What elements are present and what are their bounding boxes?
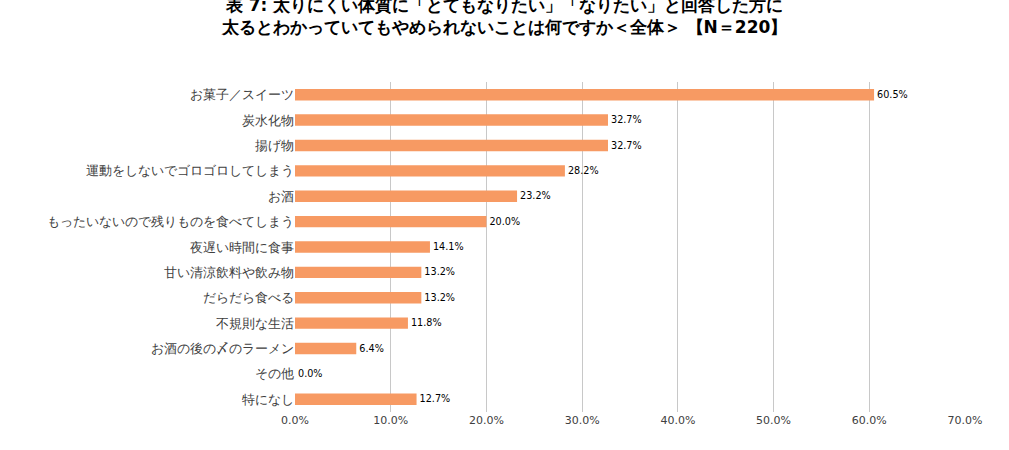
svg-text:60.0%: 60.0%: [852, 414, 887, 427]
svg-text:11.8%: 11.8%: [411, 317, 442, 328]
svg-text:不規則な生活: 不規則な生活: [216, 316, 294, 331]
svg-text:30.0%: 30.0%: [565, 414, 600, 427]
svg-text:14.1%: 14.1%: [433, 241, 464, 252]
svg-text:お酒の後の〆のラーメン: お酒の後の〆のラーメン: [151, 341, 294, 356]
svg-text:運動をしないでゴロゴロしてしまう: 運動をしないでゴロゴロしてしまう: [86, 163, 294, 178]
svg-text:お菓子／スイーツ: お菓子／スイーツ: [190, 87, 294, 102]
svg-text:揚げ物: 揚げ物: [255, 138, 294, 153]
svg-text:32.7%: 32.7%: [611, 140, 642, 151]
svg-text:50.0%: 50.0%: [756, 414, 791, 427]
svg-text:お酒: お酒: [268, 189, 294, 204]
svg-text:70.0%: 70.0%: [948, 414, 983, 427]
svg-text:13.2%: 13.2%: [424, 292, 455, 303]
svg-text:13.2%: 13.2%: [424, 266, 455, 277]
svg-text:表 7: 太りにくい体質に「とてもなりたい」「なりたい」と回: 表 7: 太りにくい体質に「とてもなりたい」「なりたい」と回答した方に太るとわか…: [221, 0, 788, 37]
svg-text:もったいないので残りものを食べてしまう: もったいないので残りものを食べてしまう: [47, 214, 294, 229]
svg-text:60.5%: 60.5%: [877, 89, 908, 100]
svg-text:20.0%: 20.0%: [469, 414, 504, 427]
svg-text:6.4%: 6.4%: [359, 343, 384, 354]
svg-text:10.0%: 10.0%: [373, 414, 408, 427]
svg-text:甘い清涼飲料や飲み物: 甘い清涼飲料や飲み物: [164, 265, 294, 280]
svg-text:0.0%: 0.0%: [298, 368, 323, 379]
svg-text:28.2%: 28.2%: [568, 165, 599, 176]
svg-text:20.0%: 20.0%: [489, 216, 520, 227]
svg-text:32.7%: 32.7%: [611, 114, 642, 125]
svg-text:だらだら食べる: だらだら食べる: [203, 290, 294, 305]
svg-text:炭水化物: 炭水化物: [242, 113, 294, 128]
svg-text:0.0%: 0.0%: [281, 414, 309, 427]
svg-text:40.0%: 40.0%: [660, 414, 695, 427]
svg-text:12.7%: 12.7%: [420, 393, 451, 404]
svg-text:夜遅い時間に食事: 夜遅い時間に食事: [190, 240, 294, 255]
svg-text:23.2%: 23.2%: [520, 190, 551, 201]
svg-text:特になし: 特になし: [242, 392, 294, 407]
svg-text:その他: その他: [255, 366, 294, 381]
